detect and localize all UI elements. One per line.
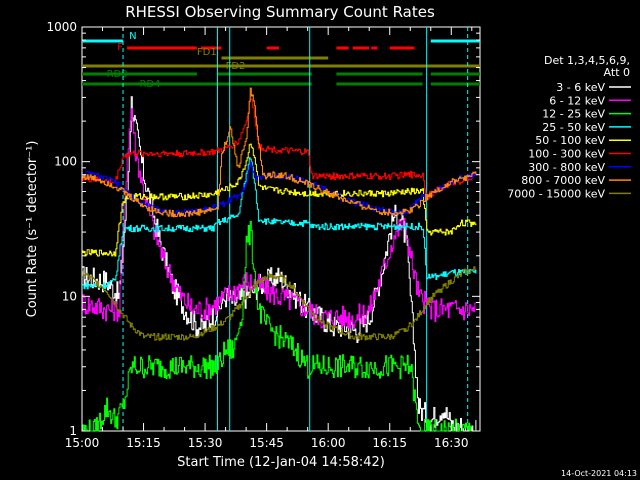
flag-label-n: N (129, 31, 136, 42)
series-line (82, 266, 477, 341)
legend-header: Att 0 (604, 66, 630, 79)
legend-label: 12 - 25 keV (542, 108, 605, 121)
legend-label: 800 - 7000 keV (521, 174, 605, 187)
x-tick-label: 16:00 (311, 436, 346, 450)
x-tick-label: 15:15 (126, 436, 161, 450)
legend-label: 3 - 6 keV (556, 81, 605, 94)
chart-title: RHESSI Observing Summary Count Rates (125, 3, 435, 21)
series-line (82, 87, 477, 218)
series-line (82, 220, 477, 432)
x-tick-label: 15:30 (188, 436, 223, 450)
flag-label-rd4: RD4 (139, 79, 160, 90)
y-tick-label: 100 (54, 155, 77, 169)
series-line (82, 98, 477, 200)
y-tick-label: 1000 (46, 20, 77, 34)
flag-label-fd1: FD1 (197, 47, 217, 58)
y-tick-label: 1 (69, 424, 77, 438)
series-lines (82, 87, 477, 432)
series-line (82, 157, 477, 290)
legend-label: 100 - 300 keV (528, 148, 605, 161)
attenuator-markers (122, 27, 469, 431)
x-axis: 15:00 15:15 15:30 15:45 16:00 16:15 16:30 (65, 27, 473, 450)
x-tick-label: 16:30 (434, 436, 469, 450)
legend-header: Det 1,3,4,5,6,9, (544, 54, 630, 67)
legend-label: 7000 - 15000 keV (507, 187, 605, 200)
series-line (82, 143, 477, 257)
legend-label: 6 - 12 keV (549, 94, 605, 107)
flag-label-f: F (117, 42, 123, 53)
y-axis: 1 10 100 1000 (46, 20, 480, 438)
y-tick-label: 10 (62, 289, 77, 303)
legend-label: 300 - 800 keV (528, 161, 605, 174)
series-line (82, 96, 477, 432)
x-tick-label: 15:45 (249, 436, 284, 450)
y-axis-label: Count Rate (s⁻¹ detector⁻¹) (25, 141, 40, 318)
legend-label: 25 - 50 keV (542, 121, 605, 134)
series-line (82, 108, 477, 329)
legend-label: 50 - 100 keV (535, 134, 605, 147)
x-tick-label: 16:15 (372, 436, 407, 450)
flag-bars: NF FD1 FD2 RD0 RD4 (82, 31, 480, 90)
plot-frame (81, 26, 481, 432)
flag-label-fd2: FD2 (226, 61, 246, 72)
x-axis-label: Start Time (12-Jan-04 14:58:42) (177, 455, 385, 470)
x-tick-label: 15:00 (65, 436, 100, 450)
flag-label-rd0: RD0 (107, 69, 128, 80)
footer-date: 14-Oct-2021 04:13 (561, 469, 637, 478)
